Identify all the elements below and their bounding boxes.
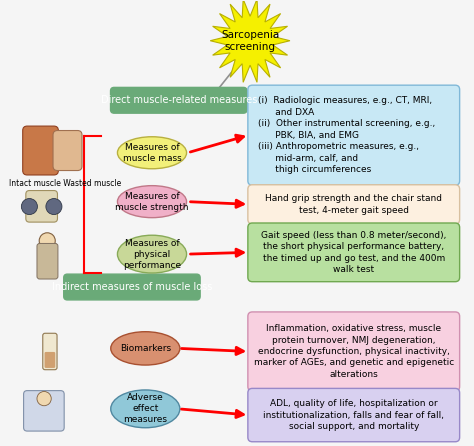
Text: Biomarkers: Biomarkers bbox=[120, 344, 171, 353]
FancyBboxPatch shape bbox=[43, 333, 57, 370]
Circle shape bbox=[39, 233, 55, 249]
Text: Indirect measures of muscle loss: Indirect measures of muscle loss bbox=[52, 282, 212, 292]
Ellipse shape bbox=[118, 186, 187, 218]
FancyBboxPatch shape bbox=[37, 244, 58, 279]
Text: Adverse
effect
measures: Adverse effect measures bbox=[123, 393, 167, 425]
Ellipse shape bbox=[118, 235, 187, 273]
FancyBboxPatch shape bbox=[248, 388, 460, 442]
FancyBboxPatch shape bbox=[26, 190, 57, 222]
Ellipse shape bbox=[111, 390, 180, 428]
Text: ADL, quality of life, hospitalization or
institutionalization, falls and fear of: ADL, quality of life, hospitalization or… bbox=[263, 399, 444, 431]
FancyBboxPatch shape bbox=[248, 185, 460, 224]
Text: Intact muscle Wasted muscle: Intact muscle Wasted muscle bbox=[9, 179, 121, 188]
Text: Hand grip strength and the chair stand
test, 4-meter gait speed: Hand grip strength and the chair stand t… bbox=[265, 194, 442, 215]
Text: Measures of
muscle mass: Measures of muscle mass bbox=[123, 143, 182, 163]
FancyBboxPatch shape bbox=[24, 391, 64, 431]
Circle shape bbox=[37, 392, 51, 406]
FancyBboxPatch shape bbox=[45, 352, 55, 368]
Polygon shape bbox=[210, 0, 290, 83]
Text: Direct muscle-related measures: Direct muscle-related measures bbox=[100, 95, 257, 105]
Circle shape bbox=[46, 198, 62, 215]
FancyBboxPatch shape bbox=[248, 312, 460, 391]
Ellipse shape bbox=[111, 332, 180, 365]
FancyBboxPatch shape bbox=[248, 223, 460, 282]
Circle shape bbox=[21, 198, 37, 215]
Text: Sarcopenia
screening: Sarcopenia screening bbox=[221, 29, 279, 52]
Text: Inflammation, oxidative stress, muscle
protein turnover, NMJ degeneration,
endoc: Inflammation, oxidative stress, muscle p… bbox=[254, 324, 454, 379]
Text: Measures of
muscle strength: Measures of muscle strength bbox=[115, 192, 189, 212]
Text: Measures of
physical
performance: Measures of physical performance bbox=[123, 239, 181, 270]
FancyBboxPatch shape bbox=[248, 85, 460, 185]
FancyBboxPatch shape bbox=[23, 126, 58, 175]
FancyBboxPatch shape bbox=[53, 131, 82, 170]
FancyBboxPatch shape bbox=[64, 274, 200, 300]
Text: (i)  Radiologic measures, e.g., CT, MRI,
      and DXA
(ii)  Other instrumental : (i) Radiologic measures, e.g., CT, MRI, … bbox=[258, 96, 435, 174]
FancyBboxPatch shape bbox=[110, 87, 247, 113]
Text: Gait speed (less than 0.8 meter/second),
the short physical performance battery,: Gait speed (less than 0.8 meter/second),… bbox=[261, 231, 447, 274]
Ellipse shape bbox=[118, 137, 187, 169]
